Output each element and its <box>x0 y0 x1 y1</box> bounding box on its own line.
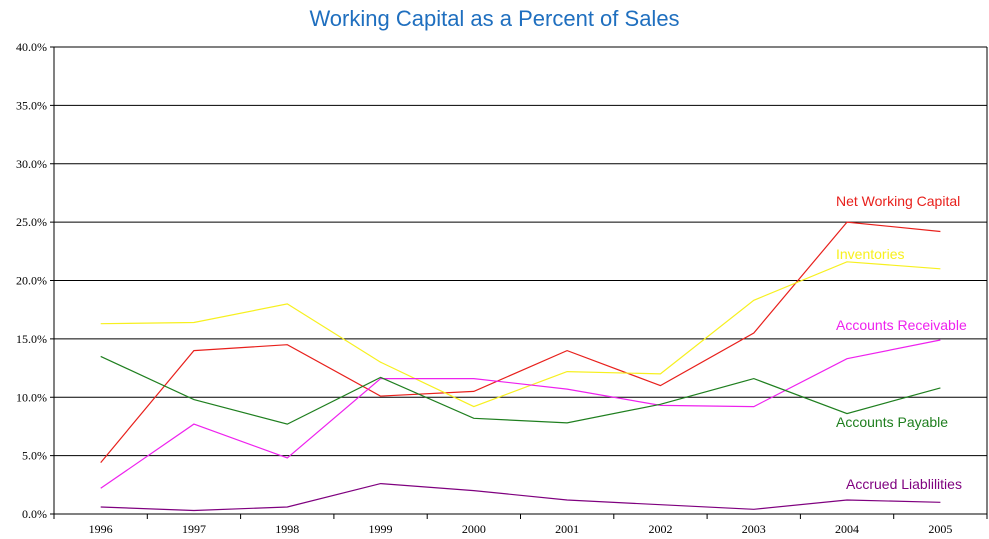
series-line-accounts-payable <box>100 355 941 425</box>
series-label-inventories: Inventories <box>836 246 904 262</box>
chart-title: Working Capital as a Percent of Sales <box>309 6 680 31</box>
y-tick-label: 30.0% <box>16 157 47 171</box>
series-line-accounts-receivable <box>100 339 941 489</box>
gridlines <box>54 46 987 515</box>
series-line-accrued-liablilities <box>100 482 941 512</box>
x-axis-ticks: 1996 1997 1998 1999 2000 2001 2002 2003 2004 2005 <box>53 514 988 536</box>
x-tick-label: 1996 <box>89 522 113 536</box>
y-tick-label: 0.0% <box>22 507 47 521</box>
x-tick-label: 2002 <box>648 522 672 536</box>
x-tick-label: 2000 <box>462 522 486 536</box>
x-tick-label: 2004 <box>835 522 859 536</box>
series-lines <box>100 221 941 512</box>
x-tick-label: 1997 <box>182 522 206 536</box>
y-tick-label: 25.0% <box>16 215 47 229</box>
y-tick-label: 20.0% <box>16 274 47 288</box>
y-tick-label: 10.0% <box>16 390 47 404</box>
series-label-accrued-liablilities: Accrued Liablilities <box>846 476 962 492</box>
x-tick-label: 2005 <box>928 522 952 536</box>
series-label-accounts-payable: Accounts Payable <box>836 414 948 430</box>
series-labels: Net Working Capital Inventories Accounts R… <box>836 193 967 492</box>
y-tick-label: 5.0% <box>22 449 47 463</box>
y-axis-ticks: 0.0% 5.0% 10.0% 15.0% 20.0% 25.0% 30.0% 35.0% 40… <box>16 40 54 521</box>
y-tick-label: 15.0% <box>16 332 47 346</box>
series-label-net-working-capital: Net Working Capital <box>836 193 960 209</box>
x-tick-label: 2001 <box>555 522 579 536</box>
x-tick-label: 1999 <box>369 522 393 536</box>
x-tick-label: 2003 <box>742 522 766 536</box>
y-tick-label: 40.0% <box>16 40 47 54</box>
series-label-accounts-receivable: Accounts Receivable <box>836 317 967 333</box>
series-line-inventories <box>100 261 941 408</box>
x-tick-label: 1998 <box>275 522 299 536</box>
y-tick-label: 35.0% <box>16 98 47 112</box>
series-line-net-working-capital <box>100 221 941 463</box>
